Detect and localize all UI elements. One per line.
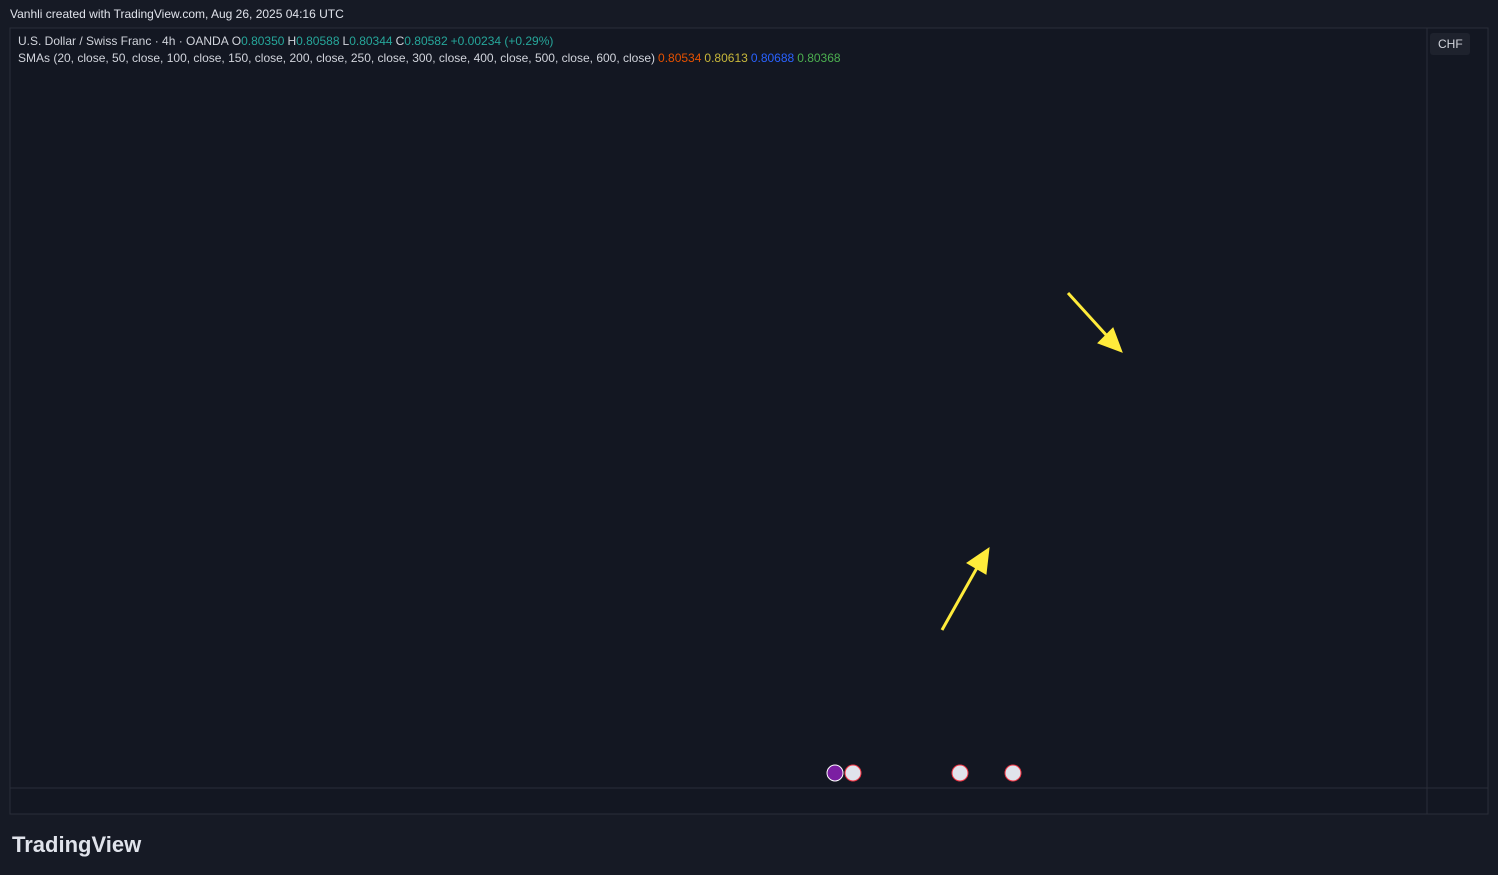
ohlc-key: C bbox=[395, 34, 405, 48]
legend: U.S. Dollar / Swiss Franc · 4h · OANDA O0… bbox=[18, 34, 559, 48]
ohlc-key: L bbox=[342, 34, 350, 48]
pane bbox=[9, 27, 1489, 815]
currency-box[interactable] bbox=[1430, 33, 1470, 55]
arrow-head bbox=[1097, 327, 1123, 353]
ohlc-value: 0.80350 bbox=[241, 34, 285, 48]
event-icon[interactable] bbox=[951, 764, 969, 782]
arrow bbox=[1066, 291, 1110, 339]
sma-value: 0.80534 bbox=[658, 51, 702, 65]
sma-value: 0.80688 bbox=[750, 51, 795, 65]
ohlc: O0.80350 H0.80588 L0.80344 C0.80582 +0.00234… bbox=[232, 34, 557, 48]
ohlc-value: 0.80582 bbox=[404, 34, 448, 48]
indicator: SMAs (20, close, 50, close, 100, close, … bbox=[18, 51, 656, 65]
logo: TradingView bbox=[12, 832, 142, 857]
symbol: U.S. Dollar / Swiss Franc · 4h · OANDA bbox=[18, 34, 229, 48]
legend: SMAs (20, close, 50, close, 100, close, … bbox=[18, 51, 847, 65]
sma-values: 0.80534 0.80613 0.80688 0.80368 bbox=[658, 51, 844, 65]
event-icon[interactable] bbox=[844, 764, 862, 782]
currency: CHF bbox=[1438, 37, 1463, 51]
arrow bbox=[940, 565, 980, 631]
sma-value: 0.80368 bbox=[797, 51, 841, 65]
ohlc-key: O bbox=[231, 34, 242, 48]
ohlc-key: H bbox=[287, 34, 297, 48]
events bbox=[826, 764, 1022, 782]
arrow-head bbox=[966, 546, 990, 575]
event-icon[interactable] bbox=[1004, 764, 1022, 782]
arrows bbox=[940, 291, 1123, 631]
ohlc-value: 0.80344 bbox=[349, 34, 393, 48]
sma-value: 0.80613 bbox=[704, 51, 748, 65]
ohlc-value: +0.00234 (+0.29%) bbox=[450, 34, 554, 48]
event-icon[interactable] bbox=[826, 764, 844, 782]
ohlc-value: 0.80588 bbox=[296, 34, 340, 48]
credit: Vanhli created with TradingView.com, Aug… bbox=[10, 7, 344, 21]
